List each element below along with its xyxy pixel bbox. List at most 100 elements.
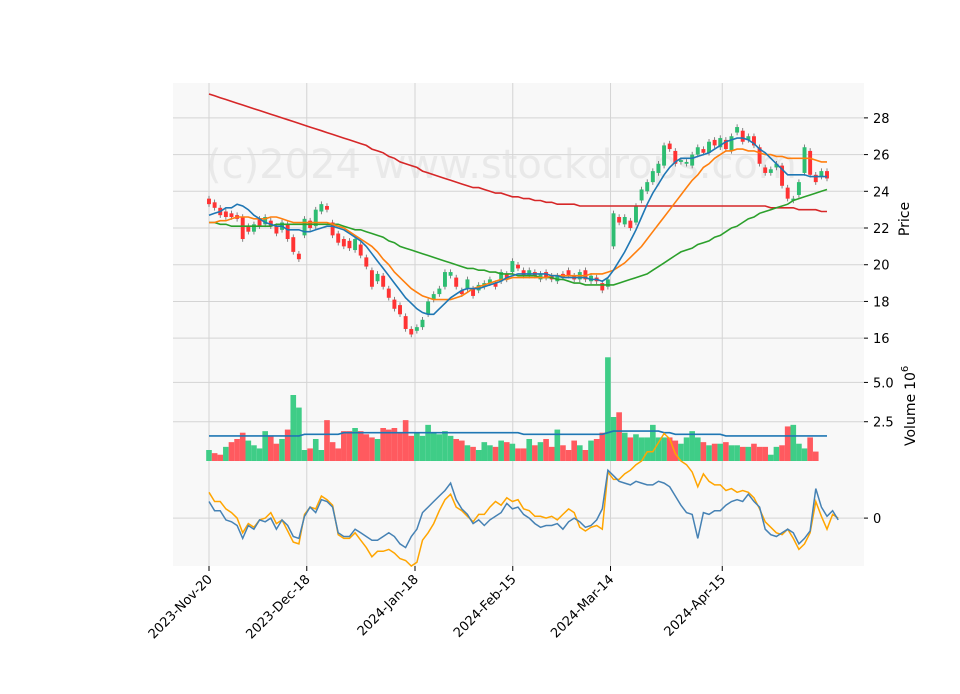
price-tick-label: 24 [873,185,890,200]
candle-body [538,273,543,280]
volume-bar [700,442,707,461]
volume-bar [217,454,224,461]
volume-bars [206,357,819,461]
volume-bar [408,435,415,461]
candle-body [656,163,661,173]
volume-bar [683,437,690,461]
volume-bar [655,437,662,461]
candle-body [353,239,358,251]
candle-body [454,277,459,287]
candle-body [808,150,813,175]
oscillator-y-axis: 0 [864,512,881,527]
oscillator-lines [208,432,839,567]
candle-body [774,163,779,168]
candle-body [690,154,695,166]
volume-bar [245,440,252,461]
candle-body [330,222,335,236]
volume-bar [279,439,285,461]
candle-body [263,217,268,225]
volume-bar [509,443,516,461]
candle-body [313,209,318,227]
candle-body [712,139,717,146]
volume-bar [442,431,448,461]
candle-body [555,275,560,282]
price-moving-averages [208,93,828,316]
volume-bar [593,439,600,461]
candle-body [628,220,633,229]
candle-body [291,237,296,252]
price-tick-label: 22 [873,222,890,237]
candle-body [751,136,756,146]
candle-body [246,226,251,232]
candle-body [268,220,273,227]
candle-body [487,279,492,284]
candle-body [701,149,706,153]
volume-bar [234,439,240,461]
volume-bar [296,407,302,461]
volume-bar [605,357,611,461]
volume-bar [621,432,628,461]
volume-bar [796,443,802,461]
price-panel-background [173,83,864,351]
candle-body [493,283,498,287]
candle-body [386,288,391,298]
volume-bar [487,445,493,461]
volume-bar [453,439,460,461]
volume-average [209,430,827,437]
volume-bar [762,446,769,461]
volume-bar [307,448,313,461]
volume-bar [312,439,319,461]
candle-body [296,253,301,260]
candle-body [375,273,380,282]
candle-body [285,224,290,240]
candle-body [212,202,217,208]
volume-bar [223,446,229,461]
volume-bar [773,446,780,461]
volume-bar [391,428,398,461]
volume-bar [498,440,504,461]
volume-bar [638,437,645,461]
candle-body [645,182,650,192]
volume-bar [706,445,712,461]
candle-body [600,283,605,291]
oscillator-line-b [208,432,839,567]
candle-body [426,301,431,315]
volume-bar [475,450,482,461]
volume-bar [374,439,381,461]
volume-bar [318,450,325,461]
volume-bar [464,445,471,461]
candle-body [274,226,279,234]
volume-bar [678,443,684,461]
volume-bar [402,420,409,461]
volume-bar [363,434,370,461]
candle-body [684,161,689,164]
volume-y-label: Volume 106 [900,366,919,446]
volume-bar [768,454,774,461]
candle-body [622,217,627,225]
volume-bar [576,445,583,461]
volume-bar [459,440,465,461]
candle-body [768,169,773,173]
candle-body [819,171,824,177]
candle-body [544,272,549,278]
volume-bar [689,431,695,461]
volume-bar [728,445,735,461]
candle-body [813,174,818,183]
volume-bar [251,445,257,461]
volume-bar [481,442,488,461]
volume-bar [346,431,353,461]
volume-bar [532,445,538,461]
candle-body [207,198,211,205]
volume-tick-label: 5.0 [873,376,894,391]
candle-body [223,211,228,217]
candle-body [583,270,588,280]
volume-bar [329,442,336,461]
candle-body [763,167,768,173]
volume-bar [807,437,813,461]
volume-y-axis: 2.5 5.0 [864,376,894,431]
candle-body [785,187,790,199]
candle-body [437,288,442,295]
volume-y-label-power: 6 [900,366,911,372]
candle-body [695,147,700,155]
